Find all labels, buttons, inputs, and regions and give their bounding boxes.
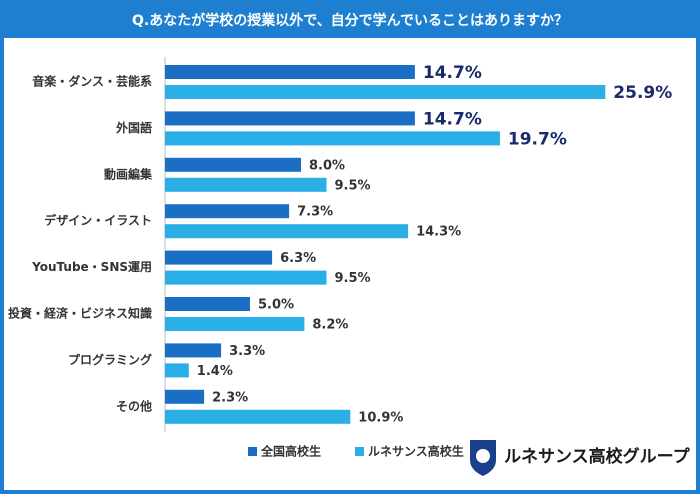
value-label: 9.5% (335, 178, 371, 193)
value-label: 1.4% (197, 364, 233, 379)
bar (165, 65, 415, 79)
legend-swatch (248, 447, 257, 456)
value-label: 19.7% (508, 129, 567, 149)
bar (165, 177, 327, 192)
value-label: 3.3% (229, 344, 265, 359)
value-label: 9.5% (335, 271, 371, 286)
bar (165, 111, 415, 126)
logo-text: ルネサンス高校グループ (504, 446, 691, 467)
bar (165, 297, 250, 311)
category-label: 投資・経済・ビジネス知識 (8, 306, 152, 321)
category-label: YouTube・SNS運用 (31, 260, 152, 274)
value-label: 14.7% (423, 63, 482, 83)
category-label: 音楽・ダンス・芸能系 (32, 74, 152, 89)
value-label: 8.2% (312, 318, 348, 333)
bar (165, 85, 606, 99)
category-label: プログラミング (68, 352, 152, 367)
logo-emblem (476, 449, 490, 463)
value-label: 14.3% (416, 225, 461, 240)
value-label: 14.7% (423, 109, 482, 129)
value-label: 5.0% (258, 298, 294, 313)
category-label: デザイン・イラスト (44, 213, 152, 228)
value-label: 6.3% (280, 251, 316, 266)
logo: ルネサンス高校グループ (470, 440, 691, 476)
bar (165, 363, 189, 378)
bar (165, 157, 301, 172)
category-label: 外国語 (116, 120, 152, 135)
value-label: 7.3% (297, 205, 333, 220)
bar (165, 343, 222, 358)
bar (165, 250, 273, 265)
legend-swatch (355, 447, 364, 456)
chart-title: Q.あなたが学校の授業以外で、自分で学んでいることはありますか？ (132, 12, 568, 29)
value-label: 25.9% (613, 83, 672, 103)
bar (165, 204, 290, 219)
bar (165, 409, 351, 424)
bar (165, 317, 305, 331)
value-label: 8.0% (309, 158, 345, 173)
category-label: 動画編集 (104, 166, 153, 181)
category-label: その他 (116, 398, 152, 413)
value-label: 10.9% (358, 410, 403, 425)
bar (165, 389, 205, 404)
value-label: 2.3% (212, 390, 248, 405)
bar (165, 131, 500, 146)
bar (165, 270, 327, 285)
legend-label: ルネサンス高校生 (368, 444, 464, 459)
bar (165, 224, 409, 239)
legend-label: 全国高校生 (260, 444, 321, 459)
title-bar (2, 2, 698, 38)
